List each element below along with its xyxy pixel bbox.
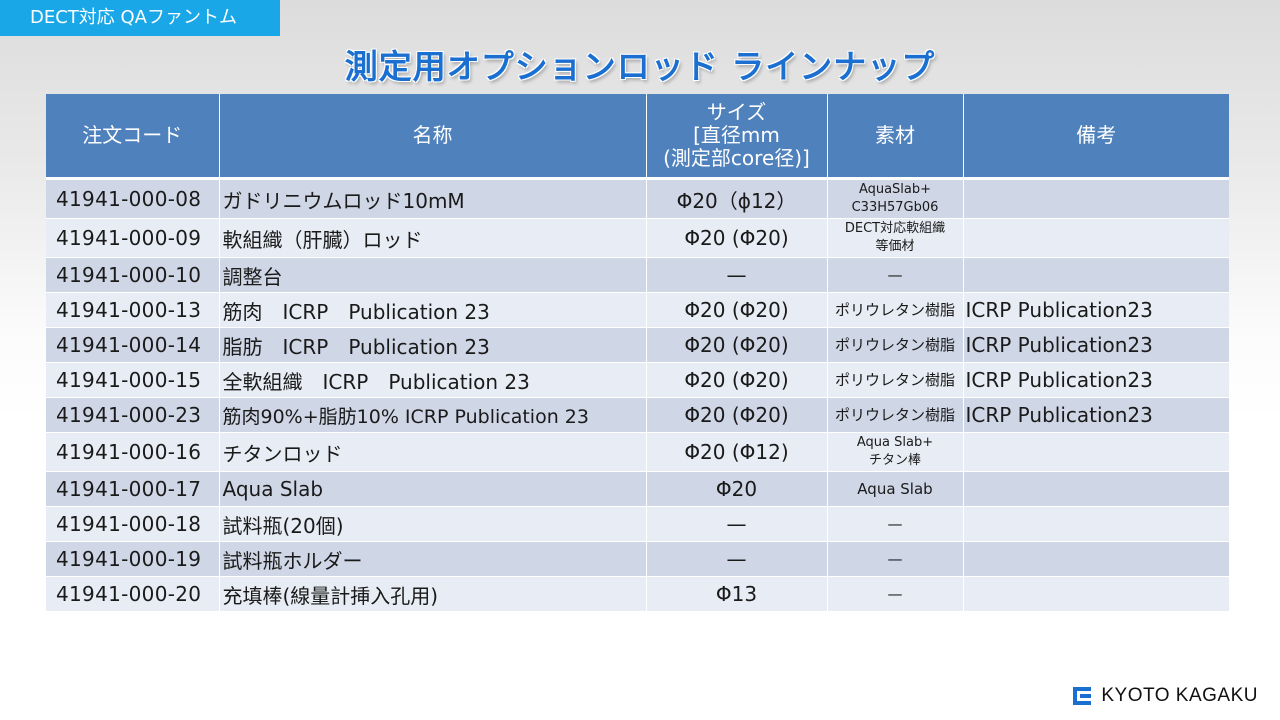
table-row: 41941-000-09 軟組織（肝臓）ロッド Φ20 (Φ20) DECT対応… <box>46 218 1229 258</box>
table-row: 41941-000-16 チタンロッド Φ20 (Φ12) Aqua Slab+… <box>46 432 1229 472</box>
cell-name: ガドリニウムロッド10mM <box>219 178 647 219</box>
cell-material: ポリウレタン樹脂 <box>827 397 964 433</box>
header-tag: DECT対応 QAファントム <box>0 0 280 36</box>
cell-code: 41941-000-16 <box>46 432 220 472</box>
cell-code: 41941-000-19 <box>46 541 220 577</box>
cell-size: Φ13 <box>646 576 828 612</box>
cell-name: 充填棒(線量計挿入孔用) <box>219 576 647 612</box>
cell-notes <box>963 218 1229 258</box>
cell-material: ポリウレタン樹脂 <box>827 362 964 398</box>
cell-material: ポリウレタン樹脂 <box>827 292 964 328</box>
cell-name: 軟組織（肝臓）ロッド <box>219 218 647 258</box>
cell-material: Aqua Slab+ チタン棒 <box>827 432 964 472</box>
cell-notes: ICRP Publication23 <box>963 327 1229 363</box>
cell-code: 41941-000-18 <box>46 506 220 542</box>
cell-notes: ICRP Publication23 <box>963 362 1229 398</box>
cell-notes: ICRP Publication23 <box>963 397 1229 433</box>
cell-size: Φ20 (Φ12) <box>646 432 828 472</box>
table-row: 41941-000-19 試料瓶ホルダー — — <box>46 541 1229 577</box>
cell-material: DECT対応軟組織 等価材 <box>827 218 964 258</box>
table-row: 41941-000-17 Aqua Slab Φ20 Aqua Slab <box>46 471 1229 507</box>
table-row: 41941-000-18 試料瓶(20個) — — <box>46 506 1229 542</box>
cell-material: Aqua Slab <box>827 471 964 507</box>
cell-code: 41941-000-08 <box>46 178 220 219</box>
header-name: 名称 <box>219 94 647 180</box>
cell-name: 全軟組織 ICRP Publication 23 <box>219 362 647 398</box>
cell-code: 41941-000-15 <box>46 362 220 398</box>
cell-name: チタンロッド <box>219 432 647 472</box>
kyoto-kagaku-logo-icon <box>1073 687 1092 705</box>
table-row: 41941-000-20 充填棒(線量計挿入孔用) Φ13 — <box>46 576 1229 612</box>
cell-notes <box>963 506 1229 542</box>
cell-notes <box>963 432 1229 472</box>
cell-notes <box>963 541 1229 577</box>
cell-material: — <box>827 257 964 293</box>
cell-code: 41941-000-14 <box>46 327 220 363</box>
cell-notes <box>963 257 1229 293</box>
cell-code: 41941-000-09 <box>46 218 220 258</box>
logo-mark-accent <box>1080 694 1092 698</box>
cell-name: 試料瓶ホルダー <box>219 541 647 577</box>
cell-size: Φ20 (Φ20) <box>646 397 828 433</box>
table-header-row: 注文コード 名称 サイズ [直径mm (測定部core径)] 素材 備考 <box>46 94 1229 180</box>
cell-material: — <box>827 576 964 612</box>
header-size: サイズ [直径mm (測定部core径)] <box>646 94 828 180</box>
table-row: 41941-000-23 筋肉90%+脂肪10% ICRP Publicatio… <box>46 397 1229 433</box>
cell-size: Φ20 (Φ20) <box>646 362 828 398</box>
cell-size: Φ20 <box>646 471 828 507</box>
cell-size: — <box>646 257 828 293</box>
table-row: 41941-000-15 全軟組織 ICRP Publication 23 Φ2… <box>46 362 1229 398</box>
cell-name: Aqua Slab <box>219 471 647 507</box>
cell-material: AquaSlab+ C33H57Gb06 <box>827 178 964 219</box>
cell-name: 試料瓶(20個) <box>219 506 647 542</box>
logo-mark-shape <box>1073 687 1092 705</box>
cell-material: ポリウレタン樹脂 <box>827 327 964 363</box>
product-table: 注文コード 名称 サイズ [直径mm (測定部core径)] 素材 備考 419… <box>46 94 1229 612</box>
cell-notes <box>963 576 1229 612</box>
table-row: 41941-000-08 ガドリニウムロッド10mM Φ20（ϕ12） Aqua… <box>46 178 1229 219</box>
cell-code: 41941-000-17 <box>46 471 220 507</box>
cell-name: 調整台 <box>219 257 647 293</box>
cell-notes <box>963 471 1229 507</box>
cell-material: — <box>827 506 964 542</box>
cell-name: 筋肉 ICRP Publication 23 <box>219 292 647 328</box>
page-title: 測定用オプションロッド ラインナップ <box>344 47 936 86</box>
cell-size: Φ20 (Φ20) <box>646 218 828 258</box>
cell-size: Φ20 (Φ20) <box>646 327 828 363</box>
cell-size: — <box>646 506 828 542</box>
cell-size: — <box>646 541 828 577</box>
cell-name: 脂肪 ICRP Publication 23 <box>219 327 647 363</box>
table-row: 41941-000-14 脂肪 ICRP Publication 23 Φ20 … <box>46 327 1229 363</box>
header-notes: 備考 <box>963 94 1229 180</box>
cell-size: Φ20 (Φ20) <box>646 292 828 328</box>
cell-material: — <box>827 541 964 577</box>
table-row: 41941-000-13 筋肉 ICRP Publication 23 Φ20 … <box>46 292 1229 328</box>
cell-notes: ICRP Publication23 <box>963 292 1229 328</box>
cell-notes <box>963 178 1229 219</box>
cell-code: 41941-000-20 <box>46 576 220 612</box>
header-material: 素材 <box>827 94 964 180</box>
header-code: 注文コード <box>46 94 220 180</box>
logo-text: KYOTO KAGAKU <box>1101 685 1258 706</box>
company-logo: KYOTO KAGAKU <box>1071 684 1258 708</box>
cell-size: Φ20（ϕ12） <box>646 178 828 219</box>
cell-code: 41941-000-10 <box>46 257 220 293</box>
cell-code: 41941-000-13 <box>46 292 220 328</box>
cell-name: 筋肉90%+脂肪10% ICRP Publication 23 <box>219 397 647 433</box>
cell-code: 41941-000-23 <box>46 397 220 433</box>
table-row: 41941-000-10 調整台 — — <box>46 257 1229 293</box>
